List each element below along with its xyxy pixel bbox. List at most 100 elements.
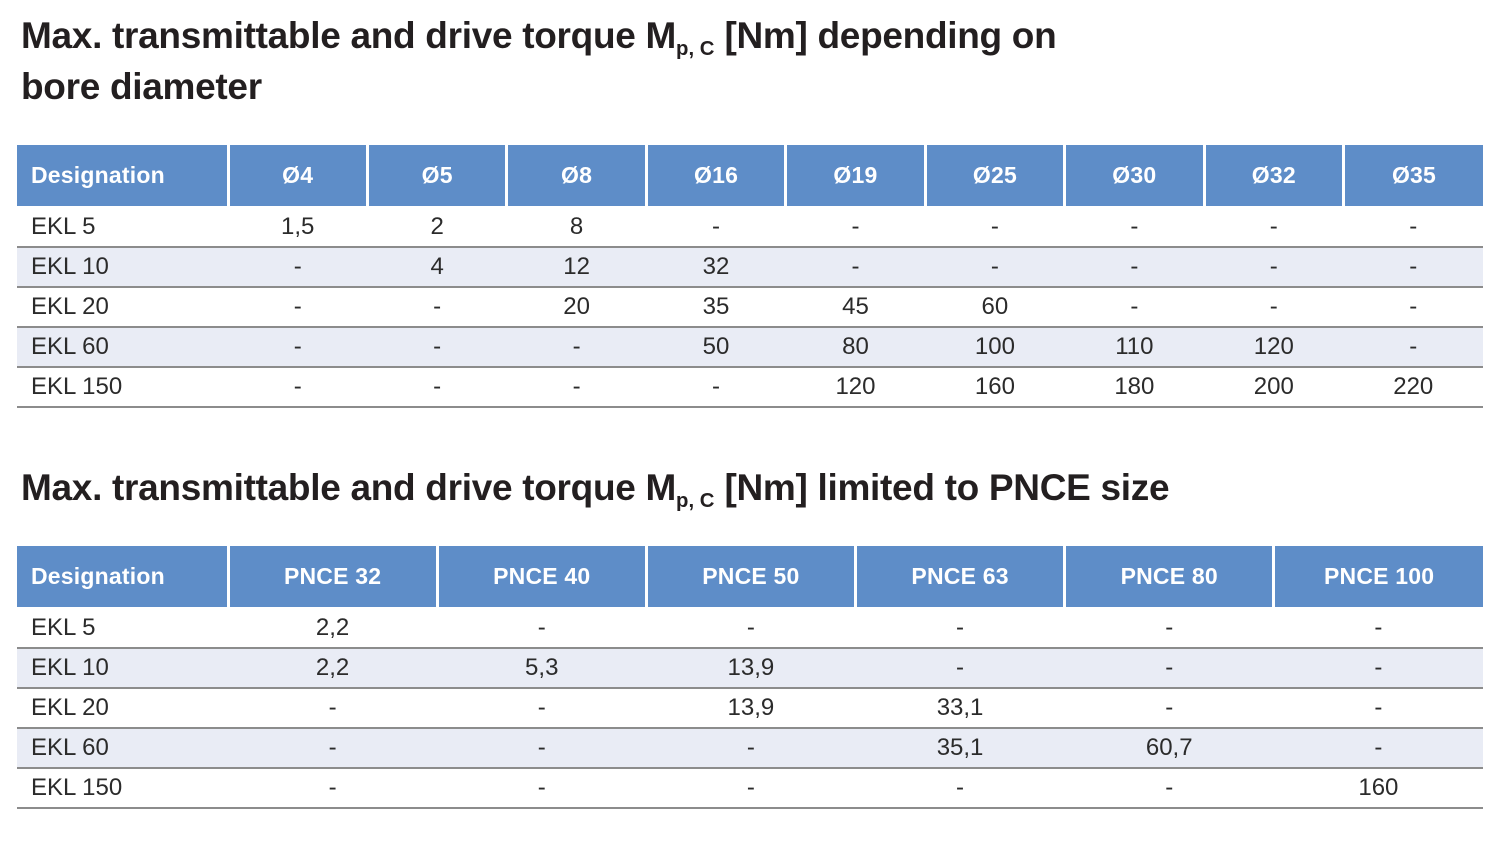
value-cell: 120: [785, 367, 926, 409]
column-header: Ø4: [226, 145, 368, 209]
value-cell: -: [228, 247, 368, 289]
header-row: Designation PNCE 32 PNCE 40 PNCE 50 PNCE 63 P…: [17, 546, 1483, 610]
title-text: Max. transmittable and drive torque M: [21, 467, 677, 509]
title-text: [Nm] depending on: [714, 15, 1057, 56]
table-row: EKL 10 2,2 5,3 13,9- - -: [17, 648, 1483, 690]
table-row: EKL 60- - -50 80 100 110 120-: [17, 327, 1483, 369]
value-cell: 35: [646, 287, 786, 329]
value-cell: -: [228, 728, 438, 770]
value-cell: -: [506, 367, 647, 409]
value-cell: -: [1273, 608, 1483, 650]
value-cell: -: [1064, 207, 1205, 249]
value-cell: -: [1273, 648, 1483, 690]
column-header: PNCE 100: [1272, 546, 1483, 610]
value-cell: -: [506, 327, 647, 369]
torque-bore-section: Max. transmittable and drive torque Mp, …: [17, 10, 1483, 409]
value-cell: 120: [1204, 327, 1344, 369]
value-cell: -: [1064, 648, 1274, 690]
table-row: EKL 20- -20 35 45 60- - -: [17, 287, 1483, 329]
title-subscript: p, C: [676, 37, 715, 60]
value-cell: -: [228, 287, 368, 329]
column-header: Ø5: [365, 145, 507, 209]
value-cell: -: [437, 768, 647, 810]
row-designation: EKL 10: [17, 648, 228, 690]
row-designation: EKL 20: [17, 688, 228, 730]
column-header: Ø16: [644, 145, 786, 209]
value-cell: -: [1064, 688, 1274, 730]
value-cell: 1,5: [228, 207, 368, 249]
column-header: PNCE 40: [435, 546, 647, 610]
title-text: [Nm] limited to PNCE size: [714, 467, 1170, 509]
value-cell: -: [228, 327, 368, 369]
value-cell: 5,3: [437, 648, 647, 690]
row-designation: EKL 10: [17, 247, 228, 289]
value-cell: -: [228, 768, 438, 810]
value-cell: -: [785, 247, 926, 289]
value-cell: -: [646, 207, 786, 249]
page: Max. transmittable and drive torque Mp, …: [17, 10, 1483, 810]
section-title-bore-diameter: Max. transmittable and drive torque Mp, …: [21, 10, 1483, 112]
value-cell: -: [228, 367, 368, 409]
value-cell: -: [1343, 207, 1483, 249]
value-cell: 13,9: [646, 648, 856, 690]
value-cell: 20: [506, 287, 647, 329]
table-row: EKL 150- - - -120 160 180 200 220: [17, 367, 1483, 409]
row-designation: EKL 20: [17, 287, 228, 329]
value-cell: -: [646, 768, 856, 810]
value-cell: -: [437, 688, 647, 730]
value-cell: -: [367, 367, 507, 409]
value-cell: -: [925, 247, 1065, 289]
column-header-designation: Designation: [17, 145, 228, 209]
column-header: PNCE 50: [644, 546, 856, 610]
value-cell: -: [1064, 247, 1205, 289]
value-cell: 60,7: [1064, 728, 1274, 770]
torque-pnce-section: Max. transmittable and drive torque Mp, …: [17, 462, 1483, 810]
row-designation: EKL 150: [17, 768, 228, 810]
table-row: EKL 60- - -35,1 60,7-: [17, 728, 1483, 770]
value-cell: 35,1: [855, 728, 1065, 770]
row-designation: EKL 5: [17, 608, 228, 650]
column-header: PNCE 32: [226, 546, 438, 610]
row-designation: EKL 60: [17, 728, 228, 770]
value-cell: 80: [785, 327, 926, 369]
column-header: Ø8: [505, 145, 647, 209]
value-cell: -: [1343, 327, 1483, 369]
value-cell: -: [1343, 247, 1483, 289]
value-cell: 4: [367, 247, 507, 289]
column-header: PNCE 80: [1063, 546, 1274, 610]
value-cell: 200: [1204, 367, 1344, 409]
row-designation: EKL 60: [17, 327, 228, 369]
value-cell: 2,2: [228, 648, 438, 690]
value-cell: -: [1064, 287, 1205, 329]
value-cell: -: [1064, 768, 1274, 810]
value-cell: -: [855, 768, 1065, 810]
row-designation: EKL 5: [17, 207, 228, 249]
value-cell: -: [785, 207, 926, 249]
value-cell: 180: [1064, 367, 1205, 409]
value-cell: -: [1064, 608, 1274, 650]
column-header: Ø35: [1342, 145, 1483, 209]
value-cell: -: [367, 327, 507, 369]
table-row: EKL 5 2,2- - - - -: [17, 608, 1483, 650]
table-row: EKL 5 1,5 2 8- - - - - -: [17, 207, 1483, 249]
value-cell: -: [367, 287, 507, 329]
value-cell: -: [1204, 207, 1344, 249]
value-cell: 220: [1343, 367, 1483, 409]
column-header: Ø19: [784, 145, 926, 209]
value-cell: -: [855, 648, 1065, 690]
value-cell: 45: [785, 287, 926, 329]
value-cell: 13,9: [646, 688, 856, 730]
value-cell: -: [646, 367, 786, 409]
row-designation: EKL 150: [17, 367, 228, 409]
value-cell: 160: [1273, 768, 1483, 810]
section-title-pnce-size: Max. transmittable and drive torque Mp, …: [21, 462, 1483, 513]
value-cell: 60: [925, 287, 1065, 329]
column-header: Ø30: [1063, 145, 1205, 209]
torque-pnce-table: Designation PNCE 32 PNCE 40 PNCE 50 PNCE 63 P…: [17, 546, 1483, 810]
value-cell: 33,1: [855, 688, 1065, 730]
title-subscript: p, C: [676, 489, 715, 512]
value-cell: -: [646, 608, 856, 650]
header-row: Designation Ø4 Ø5 Ø8 Ø16 Ø19 Ø25 Ø30 Ø32 Ø35: [17, 145, 1483, 209]
column-header-designation: Designation: [17, 546, 228, 610]
value-cell: -: [437, 608, 647, 650]
